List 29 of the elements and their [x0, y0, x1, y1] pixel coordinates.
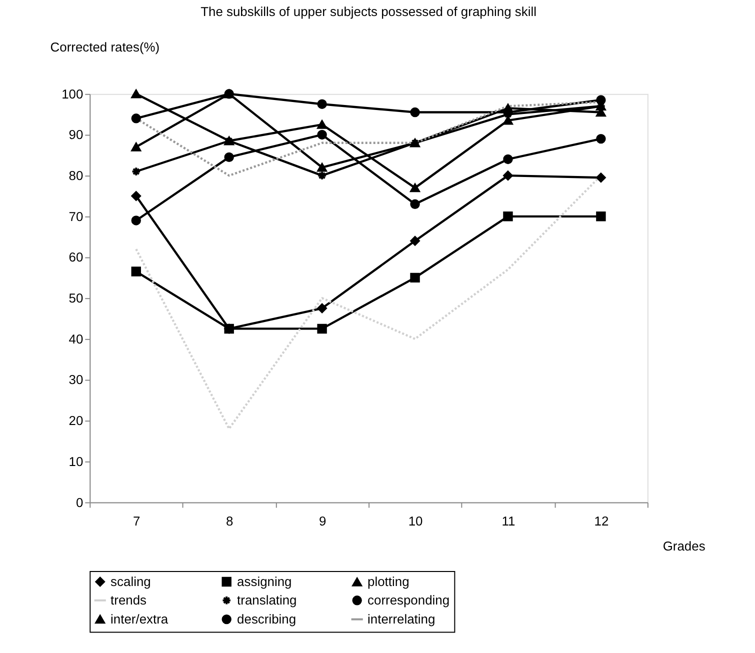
y-tick-label: 60 — [68, 250, 84, 265]
y-tick-label: 80 — [68, 168, 84, 184]
y-tick-label: 0 — [76, 494, 84, 510]
legend-label: plotting — [368, 574, 410, 590]
y-tick-label: 20 — [68, 413, 84, 428]
y-tick-label: 50 — [68, 290, 84, 306]
x-axis-title: Grades — [662, 538, 706, 554]
x-tick-label: 8 — [226, 514, 234, 529]
y-tick-label: 10 — [68, 454, 84, 469]
legend-label: corresponding — [368, 592, 450, 608]
y-tick-label: 90 — [68, 127, 84, 142]
legend-label: assigning — [237, 574, 292, 589]
legend-label: describing — [237, 611, 296, 626]
y-tick-label: 100 — [62, 86, 84, 102]
x-tick-label: 12 — [594, 514, 609, 529]
legend-label: scaling — [110, 574, 151, 589]
x-tick-label: 7 — [133, 514, 140, 529]
chart-title: The subskills of upper subjects possessed of graphing skill — [200, 4, 537, 20]
legend-label: interrelating — [368, 611, 436, 626]
x-tick-label: 9 — [318, 514, 326, 529]
y-axis-title: Corrected rates(%) — [50, 40, 160, 55]
legend-label: trends — [110, 592, 147, 608]
legend-label: translating — [237, 592, 297, 608]
y-tick-label: 30 — [68, 372, 84, 388]
x-tick-label: 10 — [408, 514, 423, 529]
y-tick-label: 40 — [68, 331, 84, 346]
legend-label: inter/extra — [110, 611, 169, 626]
y-tick-label: 70 — [68, 208, 84, 224]
x-tick-label: 11 — [502, 514, 516, 529]
